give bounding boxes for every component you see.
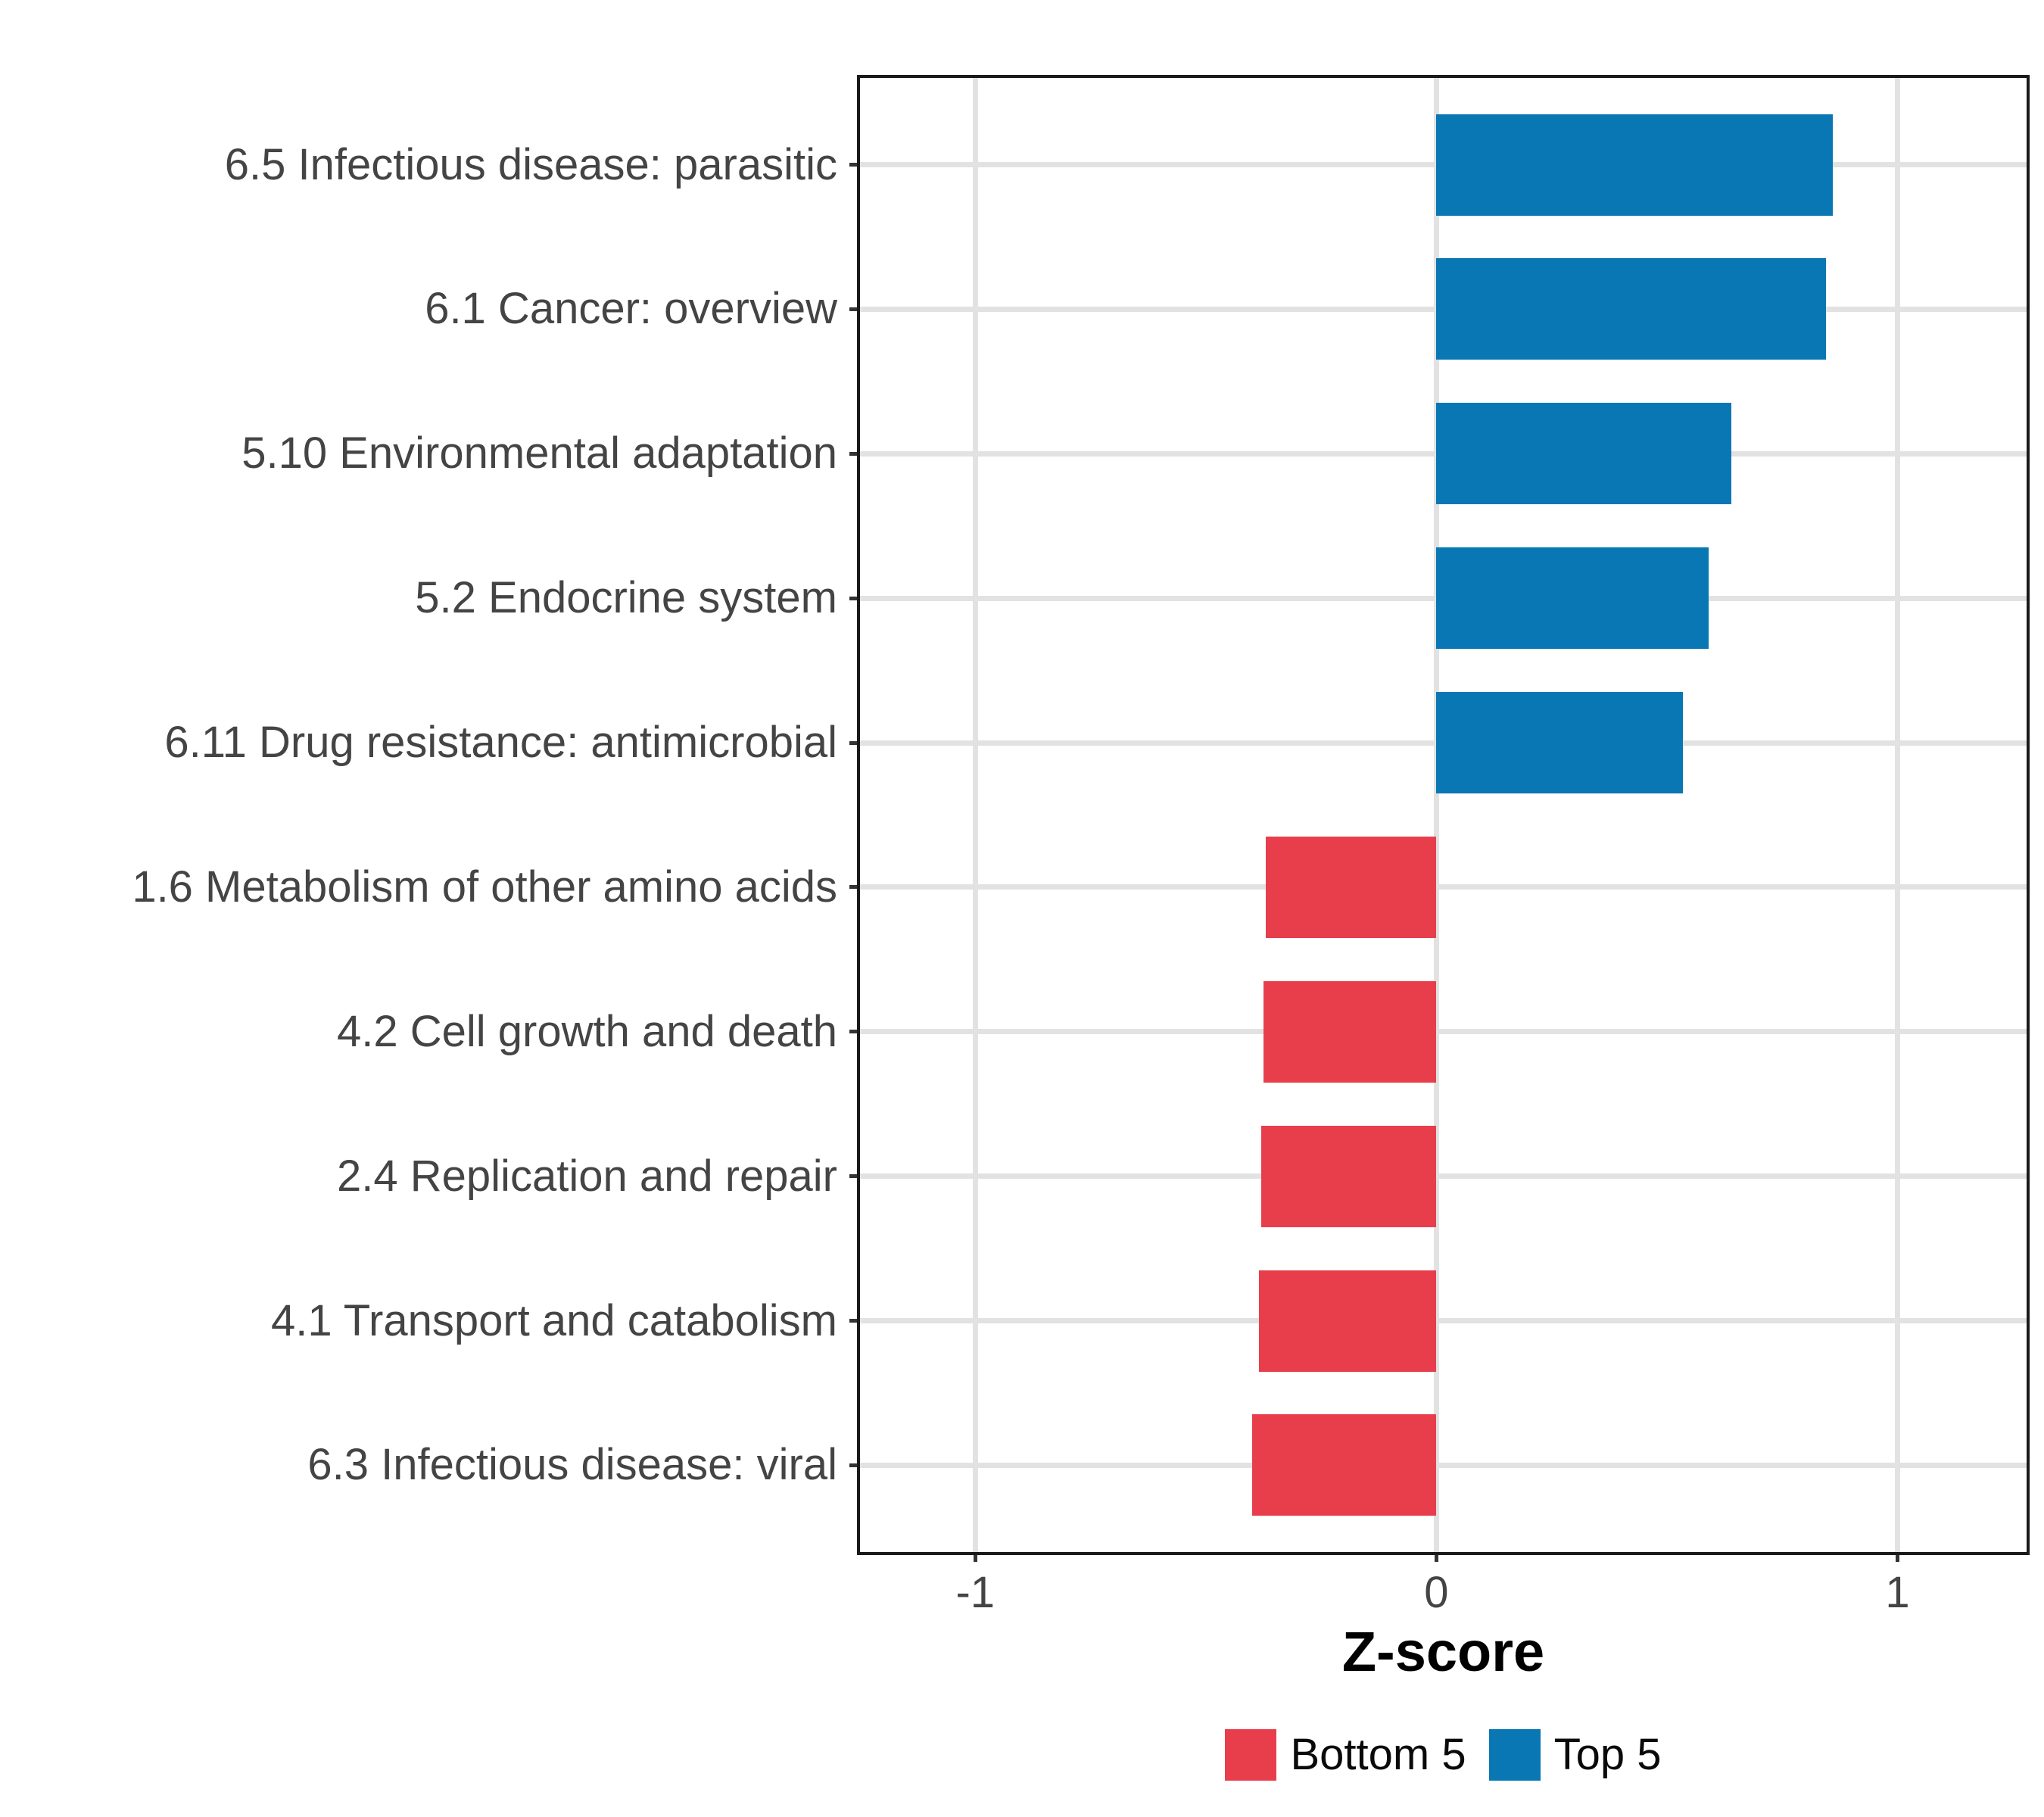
y-tick — [849, 1030, 860, 1034]
x-tick-label--1: -1 — [955, 1568, 996, 1617]
legend-key-bottom5-swatch — [1225, 1729, 1277, 1781]
plot-panel — [860, 78, 2027, 1552]
bar — [1263, 980, 1437, 1083]
x-tick--1 — [973, 1552, 977, 1562]
gridline-y-row10 — [860, 1462, 2027, 1468]
bar — [1258, 1270, 1437, 1372]
y-tick — [849, 885, 860, 890]
x-tick-1 — [1895, 1552, 1899, 1562]
bar — [1266, 836, 1437, 938]
x-tick-label-0: 0 — [1424, 1568, 1449, 1617]
gridline-x--1 — [972, 78, 978, 1552]
category-label: 6.3 Infectious disease: viral — [307, 1440, 837, 1490]
legend: Bottom 5 Top 5 — [860, 1729, 2027, 1781]
legend-label-bottom5: Bottom 5 — [1290, 1730, 1466, 1779]
category-label: 5.2 Endocrine system — [415, 573, 837, 623]
bar — [1436, 692, 1684, 794]
y-tick — [849, 1174, 860, 1179]
category-label: 1.6 Metabolism of other amino acids — [132, 862, 837, 912]
bar — [1436, 114, 1834, 216]
category-label: 5.10 Environmental adaptation — [241, 429, 837, 478]
gridline-y-row8 — [860, 1173, 2027, 1180]
y-tick — [849, 163, 860, 167]
category-label: 6.1 Cancer: overview — [425, 284, 837, 334]
category-label: 6.11 Drug resistance: antimicrobial — [164, 718, 837, 768]
y-tick — [849, 1463, 860, 1467]
gridline-y-row9 — [860, 1318, 2027, 1324]
gridline-x-0 — [1433, 78, 1439, 1552]
bar — [1436, 258, 1827, 360]
gridline-y-row6 — [860, 884, 2027, 890]
y-tick — [849, 1319, 860, 1323]
bar — [1436, 403, 1732, 505]
category-label: 4.1 Transport and catabolism — [271, 1295, 837, 1345]
category-label: 2.4 Replication and repair — [337, 1151, 837, 1201]
gridline-x-1 — [1894, 78, 1900, 1552]
legend-item-top5: Top 5 — [1488, 1729, 1662, 1781]
category-label: 4.2 Cell growth and death — [337, 1006, 837, 1056]
x-tick-0 — [1434, 1552, 1438, 1562]
y-tick — [849, 307, 860, 311]
y-tick — [849, 451, 860, 456]
x-axis-title: Z-score — [1341, 1620, 1545, 1683]
legend-key-top5-swatch — [1488, 1729, 1541, 1781]
category-label: 6.5 Infectious disease: parasitic — [224, 139, 837, 189]
y-tick — [849, 740, 860, 745]
y-tick — [849, 596, 860, 600]
legend-item-bottom5: Bottom 5 — [1225, 1729, 1466, 1781]
bar — [1436, 547, 1709, 650]
gridline-y-row7 — [860, 1029, 2027, 1035]
bar — [1260, 1125, 1437, 1227]
bar — [1251, 1414, 1437, 1516]
legend-label-top5: Top 5 — [1553, 1730, 1662, 1779]
x-tick-label-1: 1 — [1885, 1568, 1910, 1617]
